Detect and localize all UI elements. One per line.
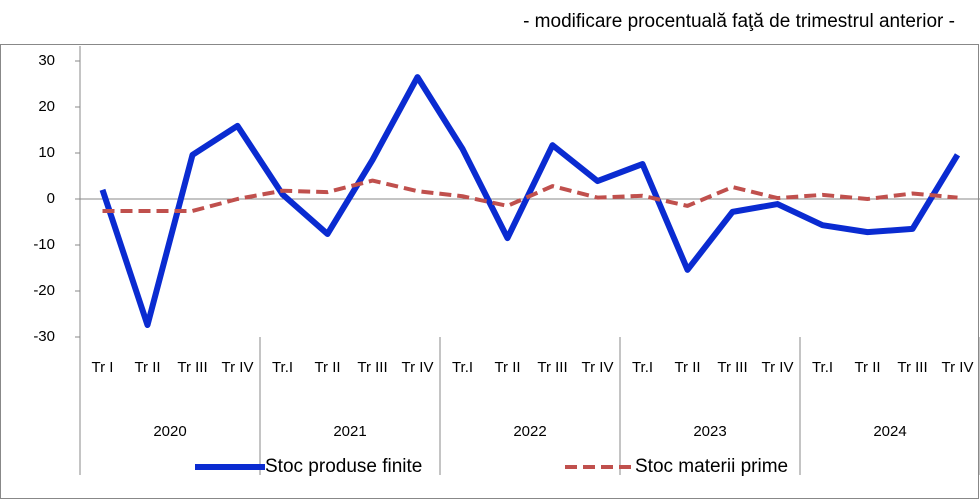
- series-line: [99, 74, 961, 329]
- frame: [0, 44, 979, 499]
- x-tick-label: Tr III: [357, 359, 387, 376]
- x-tick-label: Tr.I: [812, 359, 833, 376]
- x-tick-label: Tr II: [854, 359, 880, 376]
- y-tick-label: 10: [38, 144, 55, 161]
- x-tick-label: Tr.I: [632, 359, 653, 376]
- x-tick-label: Tr.I: [272, 359, 293, 376]
- x-tick-label: Tr II: [494, 359, 520, 376]
- x-tick-label: Tr III: [177, 359, 207, 376]
- x-tick-label: Tr III: [717, 359, 747, 376]
- y-tick-label: 0: [47, 190, 55, 207]
- year-label: 2020: [153, 423, 186, 440]
- x-tick-label: Tr III: [537, 359, 567, 376]
- x-tick-label: Tr IV: [402, 359, 434, 376]
- legend-label: Stoc produse finite: [265, 456, 422, 477]
- x-tick-label: Tr II: [134, 359, 160, 376]
- year-label: 2024: [873, 423, 906, 440]
- x-tick-label: Tr IV: [222, 359, 254, 376]
- x-tick-label: Tr IV: [582, 359, 614, 376]
- x-tick-label: Tr II: [314, 359, 340, 376]
- chart-subtitle: - modificare procentuală faţă de trimest…: [523, 11, 955, 32]
- series-line: [102, 178, 958, 213]
- x-tick-label: Tr III: [897, 359, 927, 376]
- x-tick-label: Tr IV: [942, 359, 974, 376]
- x-tick-label: Tr I: [92, 359, 114, 376]
- x-tick-label: Tr II: [674, 359, 700, 376]
- y-tick-label: -20: [33, 282, 55, 299]
- year-label: 2022: [513, 423, 546, 440]
- y-tick-label: 30: [38, 52, 55, 69]
- x-tick-label: Tr IV: [762, 359, 794, 376]
- x-tick-label: Tr.I: [452, 359, 473, 376]
- year-label: 2021: [333, 423, 366, 440]
- year-label: 2023: [693, 423, 726, 440]
- y-tick-label: 20: [38, 98, 55, 115]
- y-tick-label: -30: [33, 328, 55, 345]
- legend-label: Stoc materii prime: [635, 456, 788, 477]
- y-tick-label: -10: [33, 236, 55, 253]
